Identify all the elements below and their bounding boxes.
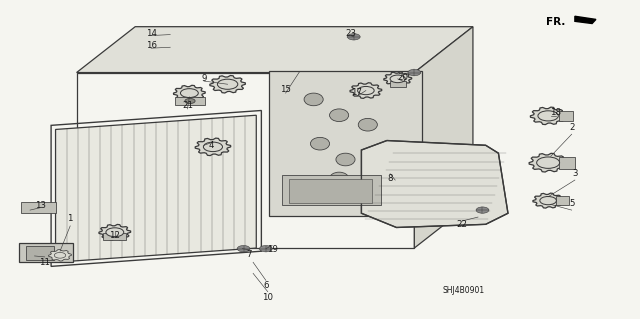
Polygon shape [575,16,596,24]
Text: 4: 4 [209,141,214,150]
Polygon shape [195,138,231,156]
Polygon shape [269,71,422,216]
Text: 10: 10 [262,293,273,301]
Polygon shape [414,27,473,248]
Circle shape [348,33,360,40]
Bar [282,175,381,205]
Circle shape [259,246,272,252]
Polygon shape [56,115,256,262]
Circle shape [204,142,223,152]
Circle shape [537,157,559,168]
Text: 18: 18 [550,108,561,117]
Polygon shape [77,27,473,72]
Polygon shape [173,85,205,101]
Text: 5: 5 [569,199,575,208]
Bar [390,81,406,87]
Circle shape [180,89,198,98]
Text: 11: 11 [39,258,50,267]
Ellipse shape [330,109,349,122]
Text: SHJ4B0901: SHJ4B0901 [442,286,484,295]
Text: 1: 1 [67,213,73,222]
Text: 8: 8 [387,174,393,183]
Text: 6: 6 [263,281,269,291]
Text: 9: 9 [202,74,207,83]
Ellipse shape [358,118,378,131]
Text: 14: 14 [146,28,157,38]
Bar [103,234,126,241]
Text: 7: 7 [246,250,252,259]
Circle shape [54,252,66,258]
Circle shape [476,207,489,213]
Bar [559,111,573,121]
Text: 21: 21 [182,100,193,110]
Bar [289,179,372,203]
Bar [559,157,575,169]
Polygon shape [210,76,246,93]
Text: 12: 12 [109,231,120,240]
Polygon shape [362,141,508,227]
Text: FR.: FR. [546,17,565,27]
Text: 2: 2 [569,123,575,132]
Text: 3: 3 [572,169,578,178]
Circle shape [538,111,558,121]
Text: 22: 22 [456,220,467,229]
Circle shape [358,86,374,95]
Text: 16: 16 [146,41,157,50]
Polygon shape [529,153,567,172]
Ellipse shape [330,172,349,185]
Polygon shape [49,250,72,261]
Polygon shape [99,225,131,240]
Circle shape [218,79,238,89]
Circle shape [106,228,124,237]
Text: 20: 20 [397,73,408,82]
Polygon shape [384,72,412,86]
Circle shape [237,246,250,252]
Bar [19,243,74,262]
Text: 17: 17 [351,88,362,97]
Ellipse shape [310,137,330,150]
Circle shape [390,75,405,83]
Ellipse shape [336,153,355,166]
Polygon shape [531,107,566,125]
Text: 19: 19 [267,245,278,254]
Polygon shape [350,83,382,98]
Bar [26,246,54,260]
Circle shape [408,69,420,76]
Text: 15: 15 [280,85,291,94]
Text: 13: 13 [35,201,46,210]
Bar [556,197,568,205]
Circle shape [185,99,195,104]
Circle shape [540,197,556,205]
Bar [20,202,56,213]
Ellipse shape [304,93,323,106]
Polygon shape [533,193,563,208]
Text: 23: 23 [345,28,356,38]
Bar [175,97,205,105]
